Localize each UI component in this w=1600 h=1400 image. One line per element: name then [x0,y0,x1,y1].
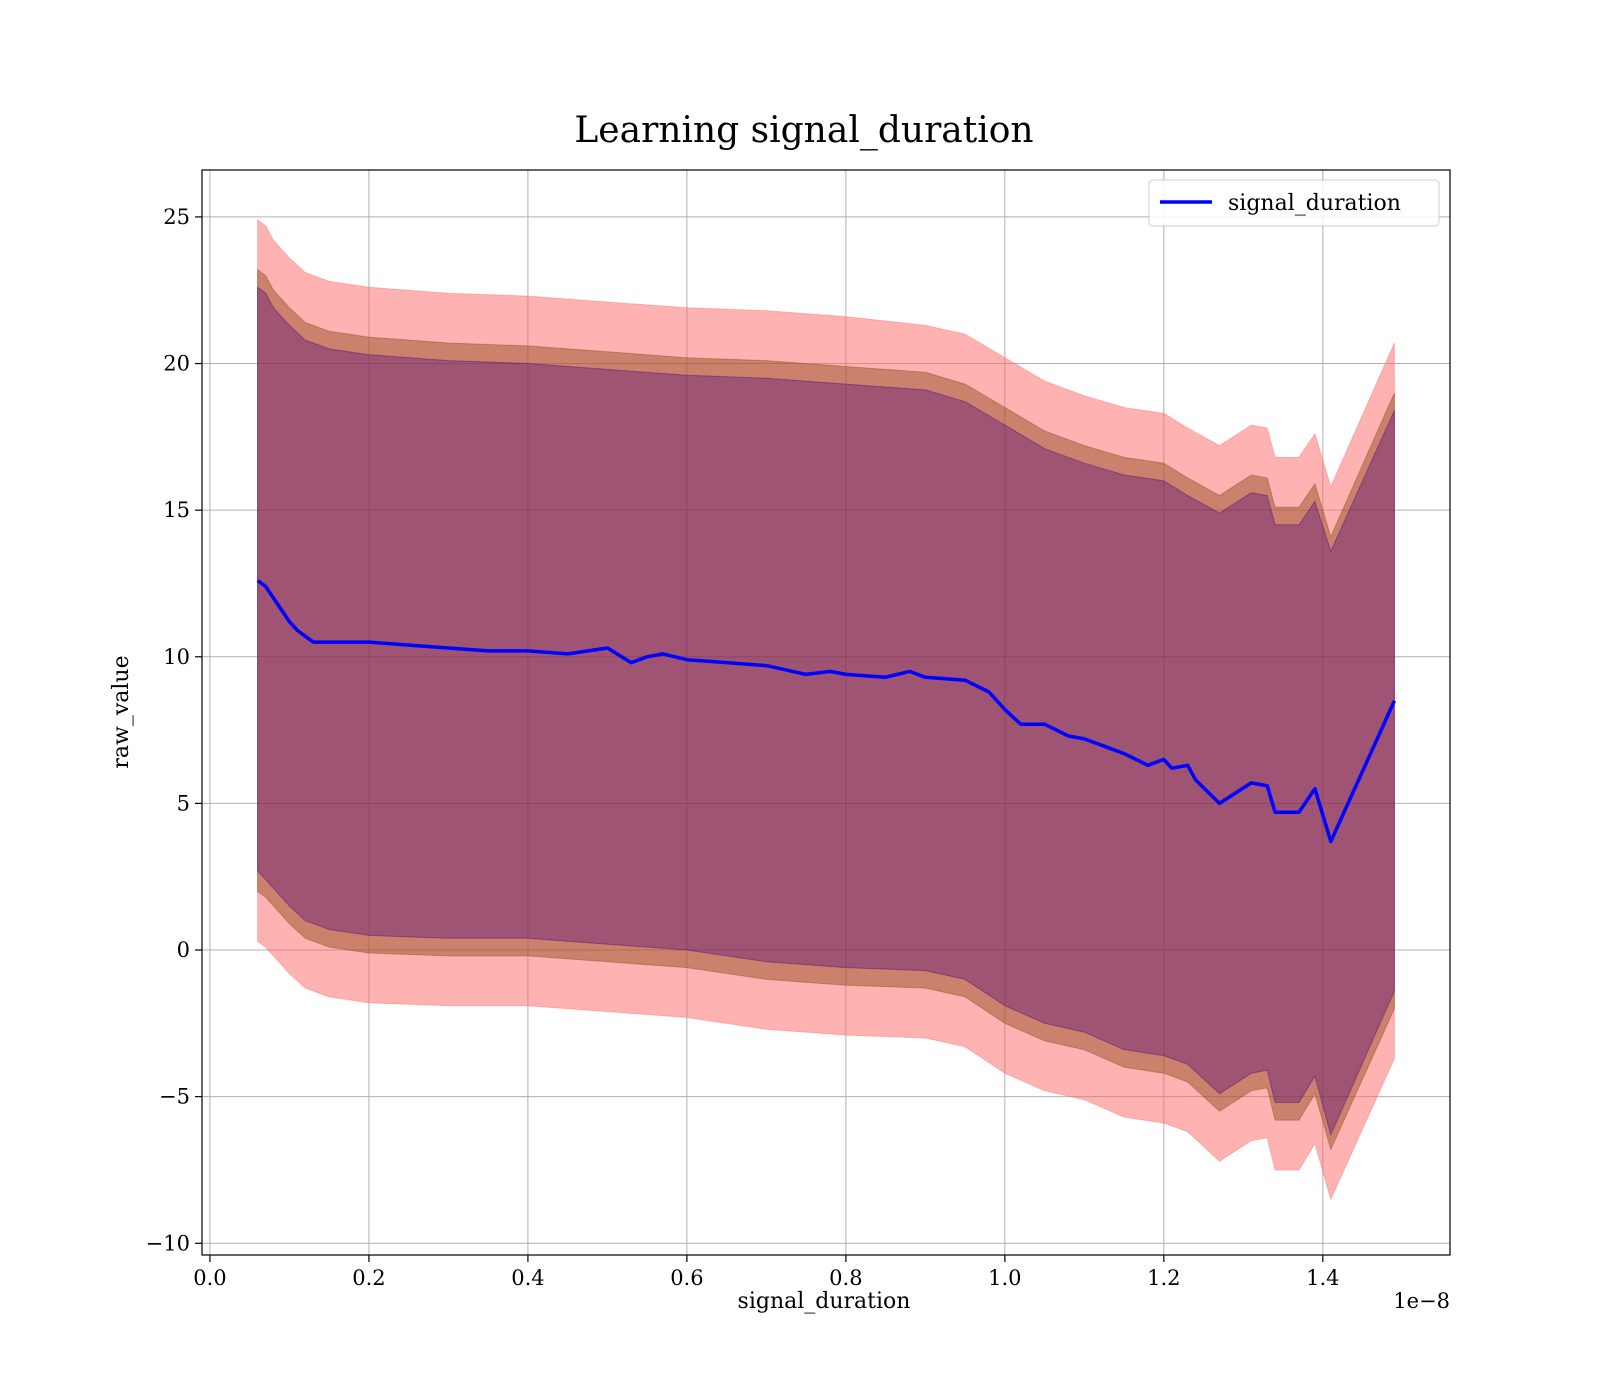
legend-label: signal_duration [1228,191,1401,216]
y-tick-label: 10 [163,645,190,669]
chart-title: Learning signal_duration [574,110,1033,151]
x-tick-label: 1.4 [1306,1266,1339,1290]
series-layer [256,579,1396,844]
bands-layer [257,218,1395,1201]
ticks-layer: 0.0 0.2 0.4 0.6 0.8 1.0 1.2 1.4 −10 −5 0 5 10 15 20 25 [146,205,1340,1290]
y-tick-label: 0 [177,938,190,962]
x-tick-label: 0.4 [511,1266,544,1290]
x-tick-label: 0.6 [670,1266,703,1290]
confidence-band-2 [257,268,1395,1151]
y-tick-label: 5 [177,791,190,815]
confidence-band-1 [257,218,1395,1201]
confidence-band-3 [257,286,1395,1137]
y-tick-label: −10 [146,1231,190,1255]
x-tick-label: 0.8 [829,1266,862,1290]
legend-box [1148,179,1440,227]
plot-frame [201,169,1451,1256]
x-tick-label: 0.2 [352,1266,385,1290]
x-axis-label: signal_duration [738,1289,911,1314]
series-line [256,579,1396,844]
x-tick-label: 1.2 [1147,1266,1180,1290]
x-tick-label: 0.0 [193,1266,226,1290]
y-tick-label: 25 [163,205,190,229]
y-tick-label: 15 [163,498,190,522]
x-offset-label: 1e−8 [1393,1289,1450,1313]
y-tick-label: −5 [159,1085,190,1109]
legend: signal_duration [1148,179,1440,227]
y-tick-label: 20 [163,352,190,376]
x-tick-label: 1.0 [988,1266,1021,1290]
y-axis-label: raw_value [109,655,134,768]
